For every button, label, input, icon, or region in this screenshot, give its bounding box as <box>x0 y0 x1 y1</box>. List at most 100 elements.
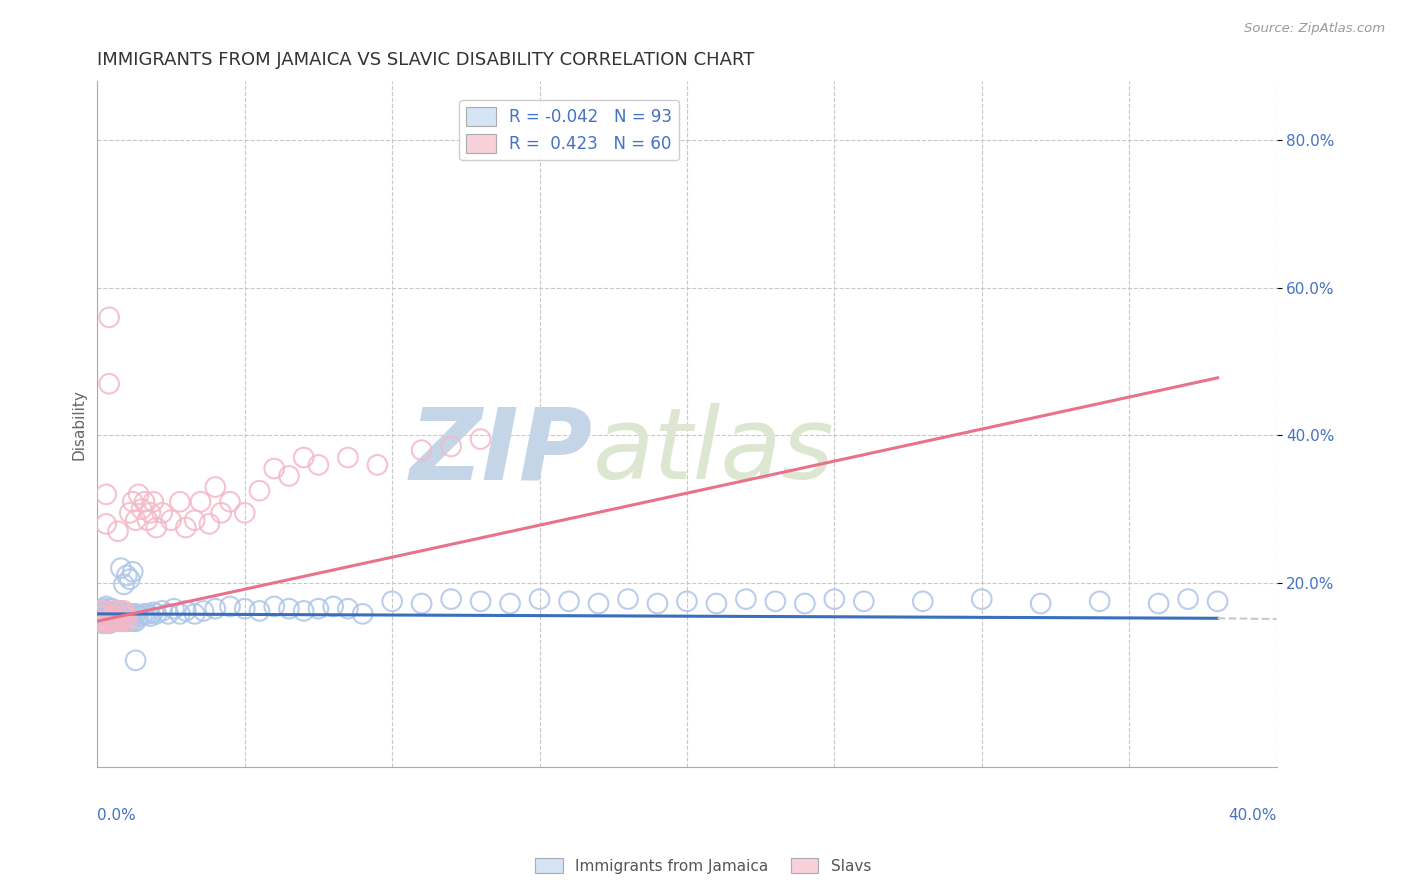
Point <box>169 607 191 621</box>
Point <box>98 609 121 624</box>
Text: atlas: atlas <box>592 403 834 500</box>
Point <box>336 450 359 465</box>
Point <box>98 376 121 391</box>
Point <box>98 310 121 325</box>
Point <box>89 604 111 618</box>
Point <box>440 592 463 607</box>
Point <box>198 516 221 531</box>
Point <box>104 614 127 628</box>
Point <box>204 480 226 494</box>
Point <box>278 601 301 615</box>
Point <box>121 607 143 621</box>
Point <box>115 568 138 582</box>
Point <box>183 513 205 527</box>
Point <box>911 594 934 608</box>
Point <box>115 614 138 628</box>
Point <box>128 609 150 624</box>
Point <box>96 616 118 631</box>
Point <box>118 607 141 621</box>
Point <box>107 524 129 539</box>
Point <box>89 609 111 624</box>
Point <box>112 609 135 624</box>
Point <box>118 506 141 520</box>
Point <box>98 614 121 628</box>
Point <box>107 614 129 628</box>
Point <box>131 502 153 516</box>
Point <box>588 597 610 611</box>
Point <box>157 607 180 621</box>
Point <box>150 604 173 618</box>
Point <box>89 604 111 618</box>
Point <box>647 597 669 611</box>
Point <box>142 495 165 509</box>
Point <box>209 506 232 520</box>
Point <box>112 577 135 591</box>
Point <box>96 609 118 624</box>
Point <box>104 614 127 628</box>
Point <box>307 601 329 615</box>
Point <box>183 607 205 621</box>
Point <box>128 487 150 501</box>
Point <box>278 469 301 483</box>
Point <box>169 495 191 509</box>
Point <box>1029 597 1052 611</box>
Point <box>101 609 124 624</box>
Point <box>101 606 124 620</box>
Point <box>336 601 359 615</box>
Point <box>233 601 256 615</box>
Point <box>131 609 153 624</box>
Point <box>89 614 111 628</box>
Point <box>735 592 758 607</box>
Point <box>145 607 167 621</box>
Point <box>121 614 143 628</box>
Point <box>96 516 118 531</box>
Point <box>366 458 388 472</box>
Point <box>98 616 121 631</box>
Point <box>107 604 129 618</box>
Point <box>322 599 344 614</box>
Point <box>104 604 127 618</box>
Point <box>292 450 315 465</box>
Point <box>112 604 135 618</box>
Point <box>101 614 124 628</box>
Point <box>121 495 143 509</box>
Point <box>150 506 173 520</box>
Point <box>107 609 129 624</box>
Point <box>89 609 111 624</box>
Point <box>96 487 118 501</box>
Point <box>1088 594 1111 608</box>
Point <box>89 614 111 628</box>
Point <box>411 597 433 611</box>
Point <box>110 609 132 624</box>
Point <box>381 594 404 608</box>
Text: Source: ZipAtlas.com: Source: ZipAtlas.com <box>1244 22 1385 36</box>
Point <box>617 592 640 607</box>
Point <box>793 597 815 611</box>
Point <box>233 506 256 520</box>
Point <box>142 606 165 620</box>
Point <box>174 604 197 618</box>
Point <box>470 594 492 608</box>
Point <box>219 599 242 614</box>
Point <box>121 565 143 579</box>
Point <box>115 609 138 624</box>
Point <box>124 513 146 527</box>
Point <box>98 601 121 615</box>
Point <box>91 604 114 618</box>
Point <box>160 513 183 527</box>
Point <box>118 614 141 628</box>
Point <box>134 607 156 621</box>
Point <box>823 592 845 607</box>
Point <box>107 609 129 624</box>
Point <box>110 604 132 618</box>
Text: ZIP: ZIP <box>409 403 592 500</box>
Point <box>558 594 581 608</box>
Point <box>101 601 124 615</box>
Point <box>91 609 114 624</box>
Text: 0.0%: 0.0% <box>97 808 136 823</box>
Point <box>204 601 226 615</box>
Point <box>139 506 162 520</box>
Point <box>91 601 114 615</box>
Legend: Immigrants from Jamaica, Slavs: Immigrants from Jamaica, Slavs <box>529 852 877 880</box>
Point <box>763 594 786 608</box>
